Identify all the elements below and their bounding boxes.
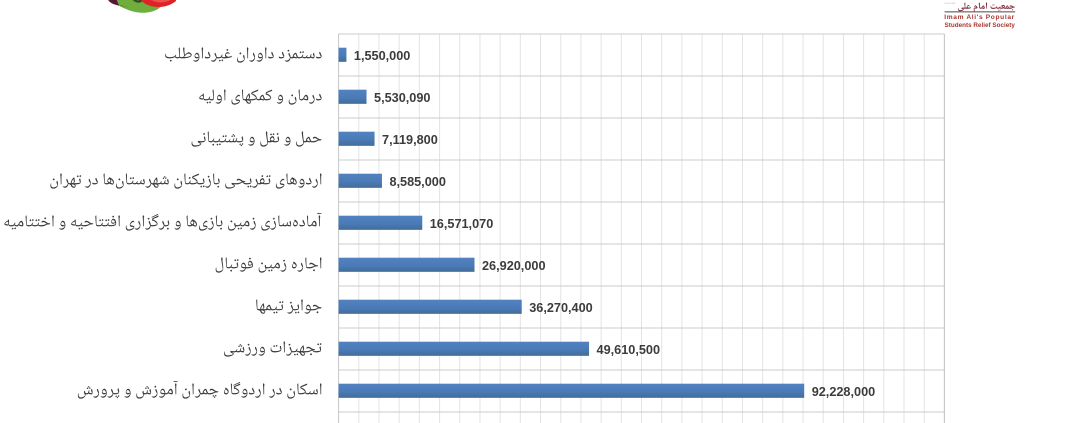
svg-text:8,585,000: 8,585,000 (389, 175, 445, 189)
svg-text:5,530,090: 5,530,090 (374, 91, 430, 105)
svg-text:16,571,070: 16,571,070 (430, 217, 494, 231)
svg-text:7,119,800: 7,119,800 (382, 133, 438, 147)
svg-text:26,920,000: 26,920,000 (482, 259, 546, 273)
svg-text:36,270,400: 36,270,400 (529, 301, 593, 315)
svg-text:92,228,000: 92,228,000 (812, 385, 876, 399)
svg-text:49,610,500: 49,610,500 (597, 343, 661, 357)
svg-text:1,550,000: 1,550,000 (354, 49, 410, 63)
